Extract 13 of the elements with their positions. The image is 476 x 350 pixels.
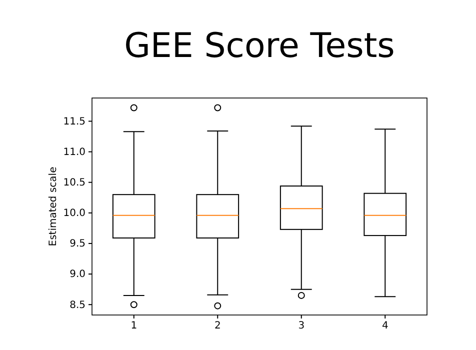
y-tick-label: 11.5 (63, 116, 86, 128)
y-tick-label: 10.0 (63, 208, 86, 220)
y-tick-label: 9.5 (70, 238, 86, 250)
y-axis-title: Estimated scale (48, 166, 59, 246)
y-tick-label: 9.0 (70, 269, 86, 280)
y-tick-label: 11.0 (63, 146, 86, 158)
x-tick-label: 2 (214, 320, 221, 332)
x-tick-label: 1 (130, 320, 138, 332)
x-tick-label: 4 (382, 320, 388, 332)
y-tick-label: 8.5 (70, 300, 86, 311)
chart-title: GEE Score Tests (124, 26, 395, 66)
y-tick-label: 10.5 (63, 178, 86, 189)
x-tick-label: 3 (298, 320, 305, 332)
